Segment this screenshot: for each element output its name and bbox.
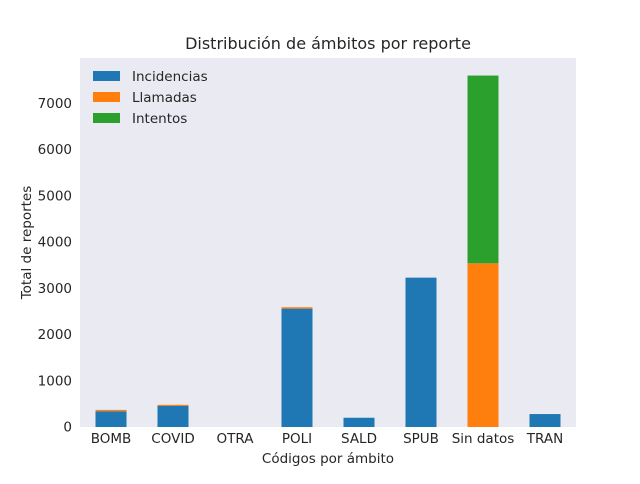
chart-title: Distribución de ámbitos por reporte (185, 34, 471, 53)
y-tick-label: 4000 (38, 235, 72, 251)
x-tick-label: OTRA (217, 431, 255, 447)
legend-swatch-intentos (93, 113, 120, 123)
y-tick-label: 2000 (38, 327, 72, 343)
y-tick-label: 0 (63, 420, 72, 436)
x-axis-label: Códigos por ámbito (262, 451, 394, 467)
x-tick-label: BOMB (91, 431, 132, 447)
x-tick-label: POLI (282, 431, 312, 447)
y-axis: 0 1000 2000 3000 4000 5000 6000 7000 (38, 96, 72, 436)
x-tick-label: TRAN (526, 431, 563, 447)
y-tick-label: 3000 (38, 281, 72, 297)
bar-incidencias-covid (157, 405, 189, 427)
bar-llamadas-sin-datos (467, 263, 499, 427)
y-axis-label: Total de reportes (19, 186, 35, 301)
bar-incidencias-spub (405, 277, 437, 427)
bar-llamadas-covid (157, 404, 189, 406)
bar-llamadas-poli (281, 307, 313, 309)
legend-label-llamadas: Llamadas (132, 90, 197, 106)
x-tick-label: Sin datos (452, 431, 515, 447)
legend-label-incidencias: Incidencias (132, 69, 208, 85)
y-tick-label: 7000 (38, 96, 72, 112)
bar-incidencias-poli (281, 308, 313, 427)
bar-llamadas-bomb (95, 409, 127, 412)
bars-layer (95, 75, 561, 427)
x-tick-label: SALD (341, 431, 377, 447)
x-tick-label: SPUB (403, 431, 439, 447)
legend: Incidencias Llamadas Intentos (93, 69, 208, 127)
bar-intentos-sin-datos (467, 75, 499, 264)
legend-swatch-incidencias (93, 71, 120, 81)
legend-label-intentos: Intentos (132, 111, 187, 127)
y-tick-label: 1000 (38, 373, 72, 389)
x-tick-label: COVID (151, 431, 194, 447)
bar-incidencias-tran (529, 414, 561, 427)
legend-swatch-llamadas (93, 92, 120, 102)
y-tick-label: 6000 (38, 142, 72, 158)
bar-incidencias-sald (343, 417, 375, 427)
x-axis: BOMB COVID OTRA POLI SALD SPUB Sin datos TRAN (91, 431, 563, 447)
y-tick-label: 5000 (38, 188, 72, 204)
bar-incidencias-bomb (95, 411, 127, 427)
